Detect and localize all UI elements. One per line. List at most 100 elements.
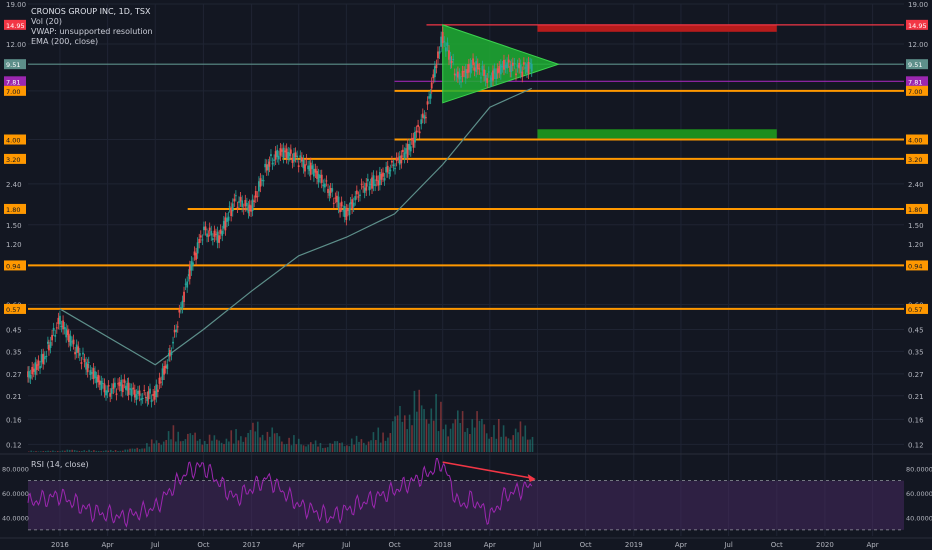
volume-bar (191, 435, 194, 452)
volume-bar (228, 441, 230, 452)
price-candle-body (349, 202, 352, 205)
price-candle-body (487, 71, 490, 73)
price-candle-body (388, 172, 391, 174)
price-candle-body (193, 251, 196, 256)
left-axis-level-tag (4, 260, 26, 271)
volume-bar (512, 435, 515, 452)
price-candle-body (103, 383, 106, 393)
volume-bar (121, 450, 124, 452)
price-candle-body (132, 387, 135, 390)
volume-bar (201, 444, 204, 452)
volume-bar (170, 439, 172, 452)
price-candle-body (441, 31, 444, 44)
price-candle-body (357, 196, 360, 198)
price-candle-body (175, 329, 178, 333)
volume-bar (341, 442, 343, 452)
price-candle-body (147, 391, 150, 400)
left-axis-tick-label: 0.45 (6, 326, 22, 334)
price-candle-body (511, 62, 514, 66)
volume-bar (56, 450, 59, 452)
price-candle-body (227, 216, 230, 221)
price-candle-body (320, 174, 323, 183)
price-candle-body (234, 195, 237, 197)
volume-bar (211, 440, 213, 452)
price-candle-body (296, 155, 299, 158)
volume-bar (107, 450, 110, 452)
price-candle-body (241, 200, 244, 207)
price-candle-body (248, 204, 251, 211)
price-candle-body (167, 353, 170, 356)
price-candle-body (417, 124, 419, 127)
time-axis-label: Jul (341, 541, 351, 549)
price-candle-body (450, 60, 453, 63)
price-candle-body (163, 366, 166, 375)
time-axis-label: Oct (771, 541, 783, 549)
volume-bar (220, 442, 223, 452)
price-candle-body (207, 235, 210, 237)
right-axis-level-tag (906, 134, 928, 145)
volume-bar (160, 444, 163, 452)
left-axis-level-tag (4, 85, 26, 96)
volume-bar (30, 450, 33, 452)
price-candle-body (334, 197, 337, 199)
volume-bar (179, 441, 182, 452)
right-axis-level-label: 9.51 (908, 61, 922, 69)
left-axis-level-tag (4, 59, 26, 70)
left-axis-tick-label: 1.20 (6, 241, 22, 249)
volume-bar (360, 439, 363, 452)
price-candle-body (509, 65, 512, 72)
volume-bar (317, 446, 319, 452)
price-candle-body (410, 138, 413, 140)
price-candle-body (43, 356, 46, 360)
price-candle-body (470, 65, 473, 69)
volume-bar (182, 440, 184, 452)
price-candle-body (67, 333, 70, 342)
volume-bar (466, 428, 469, 452)
price-candle-body (432, 74, 435, 79)
price-candle-body (146, 396, 149, 402)
volume-bar (126, 449, 129, 452)
price-candle-body (363, 187, 366, 193)
price-candle-body (383, 178, 386, 181)
volume-bar (322, 448, 324, 452)
price-candle-body (141, 397, 144, 399)
right-axis-level-label: 0.57 (908, 306, 922, 314)
price-candle-body (374, 184, 377, 186)
price-candle-body (428, 96, 430, 99)
price-candle-body (481, 65, 484, 71)
volume-bar (375, 439, 377, 452)
volume-bar (500, 436, 502, 452)
volume-bar (307, 444, 310, 452)
volume-bar (155, 440, 158, 452)
price-candle-body (130, 388, 133, 397)
price-candle-body (289, 149, 292, 154)
price-candle-body (343, 206, 346, 218)
price-candle-body (506, 62, 509, 69)
price-candle-body (429, 93, 432, 99)
volume-bar (314, 440, 317, 452)
time-axis-label: Apr (675, 541, 687, 549)
price-candle-body (233, 198, 236, 202)
legend-title: CRONOS GROUP INC, 1D, TSX (31, 7, 151, 16)
price-candle-body (57, 317, 60, 324)
volume-bar (184, 439, 187, 452)
price-candle-body (274, 151, 277, 160)
volume-bar (529, 439, 531, 452)
price-candle-body (319, 174, 322, 179)
price-candle-body (228, 206, 231, 208)
price-candle-body (455, 73, 458, 77)
price-candle-body (293, 153, 295, 162)
volume-bar (447, 436, 449, 452)
left-axis-tick-label: 19.00 (6, 1, 26, 9)
legend-study-vwap: VWAP: unsupported resolution (31, 27, 153, 36)
volume-bar (73, 450, 76, 452)
volume-bar (167, 431, 170, 452)
price-candle-body (28, 371, 30, 378)
right-axis-tick-label: 2.40 (908, 181, 924, 189)
volume-bar (150, 439, 153, 452)
price-candle-body (489, 80, 492, 82)
price-candle-body (262, 180, 265, 182)
volume-bar (464, 431, 466, 452)
price-candle-body (339, 207, 341, 213)
